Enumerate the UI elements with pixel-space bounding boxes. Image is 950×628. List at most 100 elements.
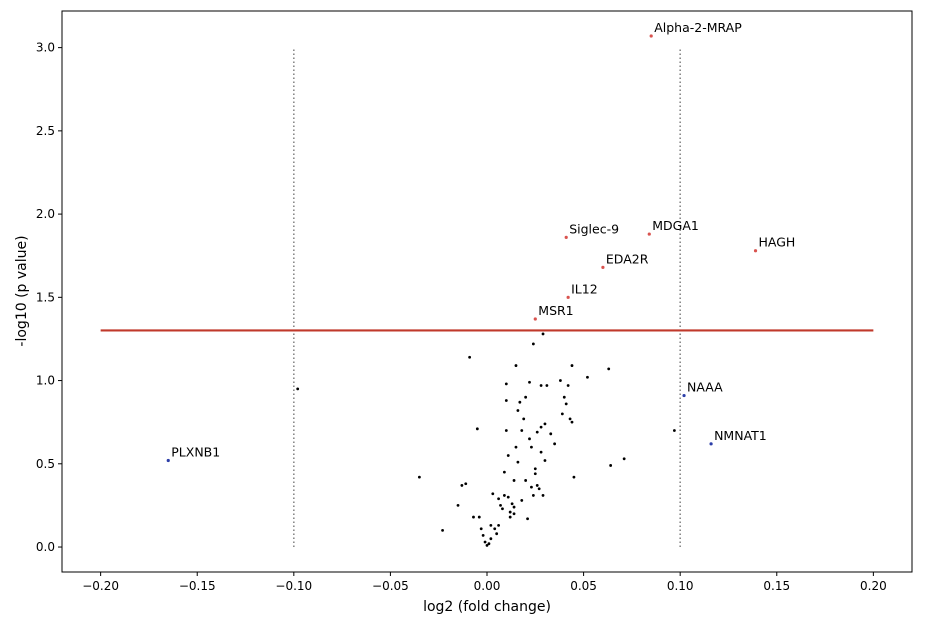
data-point bbox=[296, 387, 300, 391]
data-point bbox=[483, 540, 487, 544]
x-tick-label: 0.10 bbox=[667, 579, 694, 593]
point-label: Siglec-9 bbox=[569, 221, 619, 236]
data-point bbox=[514, 445, 518, 449]
data-point bbox=[441, 528, 444, 532]
data-point bbox=[568, 417, 572, 421]
labeled-data-point bbox=[533, 317, 537, 321]
data-point bbox=[516, 409, 520, 412]
data-point bbox=[475, 427, 479, 431]
data-point bbox=[468, 355, 472, 359]
point-label: IL12 bbox=[571, 281, 598, 296]
data-point bbox=[512, 505, 516, 509]
data-point bbox=[539, 425, 543, 429]
y-tick-label: 0.5 bbox=[36, 457, 55, 471]
data-point bbox=[572, 475, 576, 479]
data-point bbox=[477, 515, 481, 519]
labeled-data-point bbox=[566, 295, 570, 299]
point-labels: Alpha-2-MRAP Siglec-9 MDGA1 HAGH EDA2R IL12 MS… bbox=[171, 20, 795, 459]
labeled-data-point bbox=[682, 393, 686, 398]
data-point bbox=[497, 497, 500, 501]
data-point bbox=[545, 384, 549, 387]
data-point bbox=[522, 417, 526, 421]
data-point bbox=[497, 523, 500, 527]
data-point bbox=[531, 494, 535, 497]
point-label: MSR1 bbox=[538, 303, 573, 318]
data-point bbox=[566, 384, 570, 387]
y-tick-label: 3.0 bbox=[36, 41, 55, 55]
data-point bbox=[506, 495, 510, 499]
data-point bbox=[504, 382, 508, 386]
data-point bbox=[493, 527, 497, 531]
point-label: HAGH bbox=[759, 235, 796, 250]
data-point bbox=[495, 532, 499, 536]
x-tick-label: −0.10 bbox=[275, 579, 312, 593]
data-point bbox=[487, 542, 491, 546]
point-label: Alpha-2-MRAP bbox=[654, 20, 742, 35]
data-point bbox=[464, 482, 468, 486]
data-point bbox=[520, 429, 524, 432]
data-point bbox=[456, 504, 460, 507]
data-point bbox=[485, 543, 489, 547]
data-points bbox=[166, 34, 758, 547]
y-tick-label: 1.5 bbox=[36, 290, 55, 304]
data-point bbox=[528, 380, 531, 384]
data-point bbox=[508, 510, 512, 514]
data-point bbox=[543, 422, 547, 426]
data-point bbox=[504, 429, 508, 432]
x-tick-label: 0.20 bbox=[860, 579, 887, 593]
x-tick-label: −0.15 bbox=[179, 579, 216, 593]
data-point bbox=[609, 464, 613, 467]
data-point bbox=[537, 487, 541, 491]
labeled-data-point bbox=[709, 442, 713, 446]
data-point bbox=[535, 430, 539, 434]
x-axis-ticks: −0.20 −0.15 −0.10 −0.05 0.00 0.05 0.10 0.15 0.20 bbox=[82, 572, 887, 593]
data-point bbox=[417, 475, 421, 479]
data-point bbox=[528, 437, 531, 441]
data-point bbox=[543, 459, 547, 462]
data-point bbox=[526, 517, 529, 521]
data-point bbox=[472, 515, 475, 519]
data-point bbox=[524, 479, 528, 482]
y-tick-label: 2.0 bbox=[36, 207, 55, 221]
reference-lines bbox=[100, 47, 874, 548]
data-point bbox=[564, 402, 568, 406]
data-point bbox=[512, 512, 516, 516]
x-tick-label: −0.05 bbox=[372, 579, 409, 593]
data-point bbox=[549, 432, 553, 436]
x-axis-label: log2 (fold change) bbox=[423, 599, 551, 615]
labeled-data-point bbox=[647, 232, 651, 236]
y-tick-label: 2.5 bbox=[36, 124, 55, 138]
point-label: EDA2R bbox=[606, 251, 649, 266]
data-point bbox=[622, 457, 626, 461]
data-point bbox=[491, 492, 495, 496]
y-axis-ticks: 0.0 0.5 1.0 1.5 2.0 2.5 3.0 bbox=[36, 41, 62, 554]
x-tick-label: −0.20 bbox=[82, 579, 119, 593]
data-point bbox=[518, 400, 522, 404]
data-point bbox=[541, 332, 545, 336]
data-point bbox=[533, 467, 537, 471]
point-label: NAAA bbox=[687, 380, 723, 395]
data-point bbox=[553, 442, 557, 446]
data-point bbox=[530, 445, 533, 449]
data-point bbox=[559, 379, 562, 382]
data-point bbox=[501, 507, 504, 511]
data-point bbox=[530, 485, 533, 489]
labeled-data-point bbox=[753, 249, 758, 253]
data-point bbox=[520, 499, 524, 502]
data-point bbox=[489, 537, 493, 541]
data-point bbox=[524, 395, 528, 399]
data-point bbox=[510, 502, 514, 506]
y-axis-label: -log10 (p value) bbox=[14, 235, 30, 346]
data-point bbox=[479, 527, 483, 531]
data-point bbox=[514, 364, 518, 367]
x-tick-label: 0.05 bbox=[570, 579, 597, 593]
data-point bbox=[607, 367, 611, 371]
data-point bbox=[531, 342, 535, 346]
data-point bbox=[499, 504, 502, 507]
y-tick-label: 0.0 bbox=[36, 540, 55, 554]
data-point bbox=[512, 479, 516, 482]
data-point bbox=[504, 399, 508, 402]
labeled-data-point bbox=[601, 265, 605, 269]
point-label: PLXNB1 bbox=[171, 444, 220, 459]
